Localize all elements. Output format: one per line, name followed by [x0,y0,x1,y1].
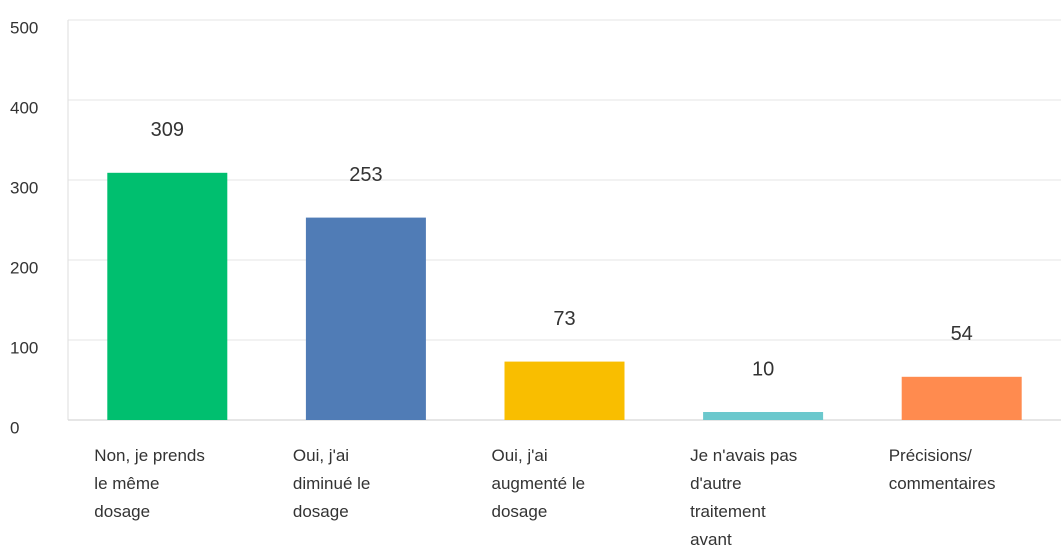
x-tick-label: Précisions/ commentaires [888,446,996,493]
bar [703,412,824,420]
y-tick-label: 0 [10,418,19,437]
value-label: 54 [951,323,973,345]
y-tick-label: 400 [10,98,38,117]
x-tick-label: Je n'avais pas d'autre traitement avant [690,446,798,549]
y-tick-label: 300 [10,178,38,197]
y-tick-label: 100 [10,338,38,357]
x-tick-label: Oui, j'ai augmenté le dosage [491,446,586,521]
value-label: 253 [349,164,382,186]
y-tick-label: 200 [10,258,38,277]
bar [107,172,228,420]
x-tick-label: Oui, j'ai diminué le dosage [292,446,371,521]
bar [504,361,625,420]
x-tick-label: Non, je prends le même dosage [94,446,205,521]
value-label: 309 [151,119,184,141]
y-tick-label: 500 [10,18,38,37]
bar [901,376,1022,420]
value-label: 73 [553,308,575,330]
bar [305,217,426,420]
value-label: 10 [752,358,774,380]
